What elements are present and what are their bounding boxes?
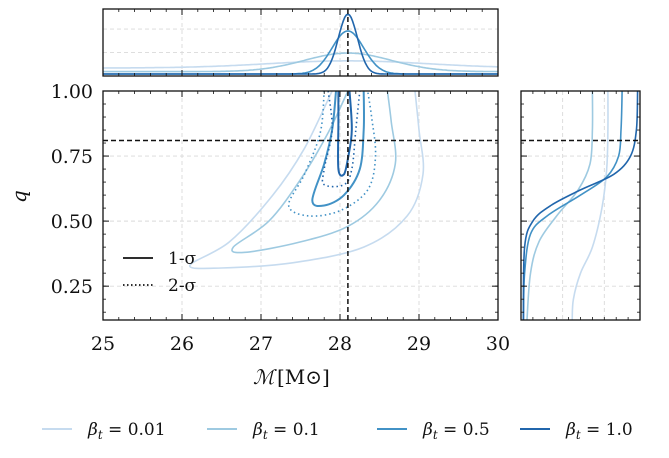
right-panel-background: [521, 91, 640, 320]
series-legend-label-value: = 1.0: [581, 420, 633, 440]
joint-contour-panel: 25 26 27 28 29 30 0.25 0.50 0.75 1.00: [51, 81, 510, 355]
q-marginal-beta-0.5: [522, 90, 623, 321]
y-tick-label: 1.00: [51, 81, 93, 103]
x-tick-label: 30: [486, 333, 510, 355]
series-legend-label-value: = 0.5: [438, 420, 490, 440]
series-legend-label: βt = 1.0: [565, 420, 633, 442]
series-legend-label-symbol: β: [422, 420, 433, 440]
series-legend-label-subscript: t: [263, 428, 268, 442]
series-legend-label-symbol: β: [252, 420, 263, 440]
q-marginal-beta-0.01: [571, 90, 609, 321]
y-axis-label: q: [7, 190, 31, 203]
style-legend: 1-σ2-σ: [123, 249, 197, 296]
main-panel-background: [103, 91, 498, 320]
y-tick-label: 0.50: [51, 211, 93, 233]
series-legend-label-subscript: t: [576, 428, 581, 442]
series-legend-label-symbol: β: [87, 420, 98, 440]
x-tick-label: 25: [91, 333, 115, 355]
x-tick-label: 27: [249, 333, 273, 355]
y-tick-label: 0.75: [51, 146, 93, 168]
series-legend-label-symbol: β: [565, 420, 576, 440]
series-legend-label: βt = 0.1: [252, 420, 320, 442]
x-axis-label-unit: [M⊙]: [277, 365, 330, 389]
chirp-mass-marginal-beta-0.1: [103, 52, 498, 73]
x-tick-label: 28: [328, 333, 352, 355]
x-tick-label: 26: [170, 333, 194, 355]
q-marginal-beta-1: [522, 90, 639, 321]
top-panel-frame: [102, 8, 499, 77]
top-panel-background: [103, 9, 498, 76]
series-legend-label-subscript: t: [433, 428, 438, 442]
main-panel-frame: [102, 90, 499, 321]
q-marginal-panel: [520, 90, 641, 321]
series-legend-label-subscript: t: [98, 428, 103, 442]
x-axis-label-main: ℳ: [253, 365, 277, 389]
contour-1sigma-beta-1: [337, 91, 353, 177]
contour-2sigma-beta-0.5: [287, 91, 377, 217]
style-legend-label: 2-σ: [168, 276, 197, 296]
chirp-mass-marginal-beta-1: [103, 13, 498, 75]
chirp-mass-marginal-panel: [102, 8, 499, 77]
series-legend-label: βt = 0.5: [422, 420, 490, 442]
series-legend-label-value: = 0.01: [103, 420, 166, 440]
right-panel-frame: [520, 90, 641, 321]
series-legend-label-value: = 0.1: [268, 420, 320, 440]
contour-2sigma-beta-0.01: [189, 91, 425, 270]
y-tick-label: 0.25: [51, 276, 93, 298]
series-legend-label: βt = 0.01: [87, 420, 166, 442]
contours-group: [189, 91, 425, 270]
series-legend: βt = 0.01 βt = 0.1 βt = 0.5 βt = 1.0: [42, 420, 633, 442]
contour-2sigma-beta-0.1: [231, 91, 397, 254]
x-tick-label: 29: [407, 333, 431, 355]
style-legend-label: 1-σ: [168, 249, 197, 269]
